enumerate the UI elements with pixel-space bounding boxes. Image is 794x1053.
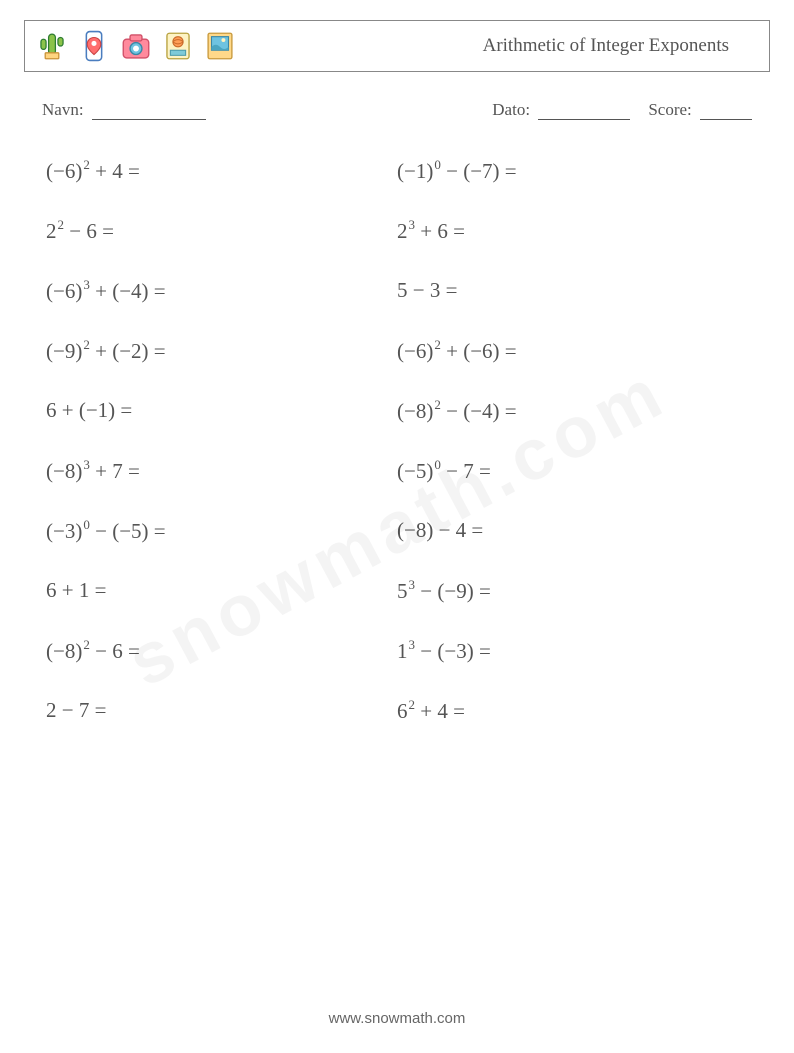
date-field: Dato:	[492, 100, 630, 120]
problem-item: (−8)3 + 7 =	[46, 458, 397, 484]
info-row: Navn: Dato: Score:	[24, 100, 770, 120]
header-icons	[35, 29, 237, 63]
problem-item: 53 − (−9) =	[397, 578, 748, 604]
problem-item: (−8)2 − (−4) =	[397, 398, 748, 424]
problem-item: (−5)0 − 7 =	[397, 458, 748, 484]
date-label: Dato:	[492, 100, 530, 119]
problem-item: (−8) − 4 =	[397, 518, 748, 544]
photo-icon	[203, 29, 237, 63]
problem-item: 23 + 6 =	[397, 218, 748, 244]
worksheet-title: Arithmetic of Integer Exponents	[237, 35, 759, 57]
score-field: Score:	[648, 100, 752, 120]
footer-url: www.snowmath.com	[0, 1010, 794, 1027]
worksheet-page: Arithmetic of Integer Exponents Navn: Da…	[0, 0, 794, 744]
cactus-icon	[35, 29, 69, 63]
name-field: Navn:	[42, 100, 492, 120]
problem-item: 22 − 6 =	[46, 218, 397, 244]
beach-icon	[161, 29, 195, 63]
camera-icon	[119, 29, 153, 63]
location-icon	[77, 29, 111, 63]
problem-item: (−1)0 − (−7) =	[397, 158, 748, 184]
name-label: Navn:	[42, 100, 84, 119]
problem-item: 5 − 3 =	[397, 278, 748, 304]
score-blank	[700, 105, 752, 120]
score-label: Score:	[648, 100, 691, 119]
problem-item: (−3)0 − (−5) =	[46, 518, 397, 544]
problem-item: (−6)2 + (−6) =	[397, 338, 748, 364]
header-box: Arithmetic of Integer Exponents	[24, 20, 770, 72]
name-blank	[92, 105, 206, 120]
problems-grid: (−6)2 + 4 =(−1)0 − (−7) = 22 − 6 =23 + 6 …	[24, 158, 770, 724]
problem-item: 6 + 1 =	[46, 578, 397, 604]
problem-item: 13 − (−3) =	[397, 638, 748, 664]
problem-item: 2 − 7 =	[46, 698, 397, 724]
problem-item: (−6)3 + (−4) =	[46, 278, 397, 304]
problem-item: (−9)2 + (−2) =	[46, 338, 397, 364]
problem-item: (−8)2 − 6 =	[46, 638, 397, 664]
problem-item: (−6)2 + 4 =	[46, 158, 397, 184]
problem-item: 62 + 4 =	[397, 698, 748, 724]
problem-item: 6 + (−1) =	[46, 398, 397, 424]
date-blank	[538, 105, 630, 120]
